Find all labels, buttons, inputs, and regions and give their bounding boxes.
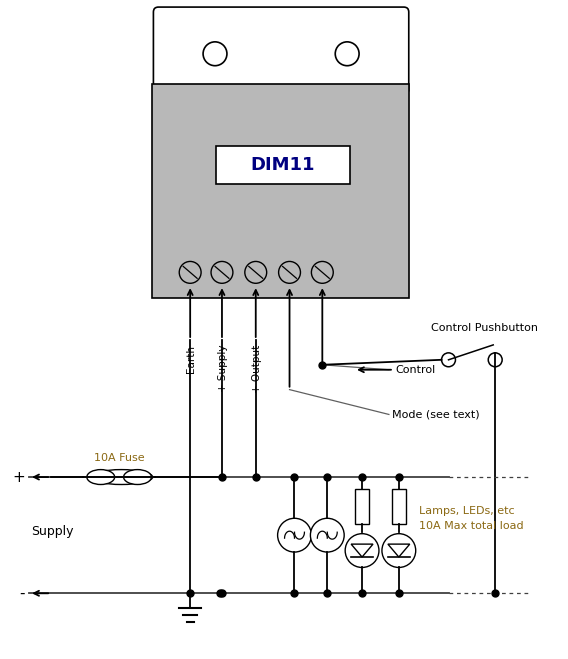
- Circle shape: [382, 534, 416, 567]
- Text: Mode (see text): Mode (see text): [392, 409, 479, 419]
- Ellipse shape: [90, 470, 153, 484]
- Circle shape: [310, 518, 344, 552]
- Ellipse shape: [87, 470, 115, 484]
- Circle shape: [245, 262, 267, 283]
- Circle shape: [211, 262, 233, 283]
- Text: +: +: [12, 470, 25, 484]
- Text: DIM11: DIM11: [251, 156, 315, 174]
- Text: Lamps, LEDs, etc
10A Max total load: Lamps, LEDs, etc 10A Max total load: [419, 506, 523, 531]
- Circle shape: [311, 262, 333, 283]
- Text: 10A Fuse: 10A Fuse: [94, 453, 144, 463]
- Circle shape: [203, 42, 227, 66]
- Text: + Output: + Output: [252, 345, 262, 393]
- Text: + Supply: + Supply: [218, 345, 228, 392]
- Polygon shape: [351, 544, 373, 557]
- Text: -: -: [20, 586, 25, 601]
- Circle shape: [345, 534, 379, 567]
- FancyBboxPatch shape: [153, 7, 409, 94]
- Circle shape: [278, 518, 311, 552]
- Polygon shape: [388, 544, 410, 557]
- Bar: [392, 489, 406, 524]
- Text: Supply: Supply: [31, 525, 74, 538]
- Text: Earth: Earth: [186, 345, 196, 373]
- Bar: [355, 489, 369, 524]
- Bar: [216, 146, 350, 184]
- Circle shape: [335, 42, 359, 66]
- Bar: [152, 84, 409, 299]
- Circle shape: [278, 262, 300, 283]
- Ellipse shape: [124, 470, 152, 484]
- Circle shape: [179, 262, 201, 283]
- Text: Control: Control: [396, 364, 436, 375]
- Text: Control Pushbutton: Control Pushbutton: [431, 323, 538, 333]
- Circle shape: [441, 353, 456, 367]
- Circle shape: [488, 353, 502, 367]
